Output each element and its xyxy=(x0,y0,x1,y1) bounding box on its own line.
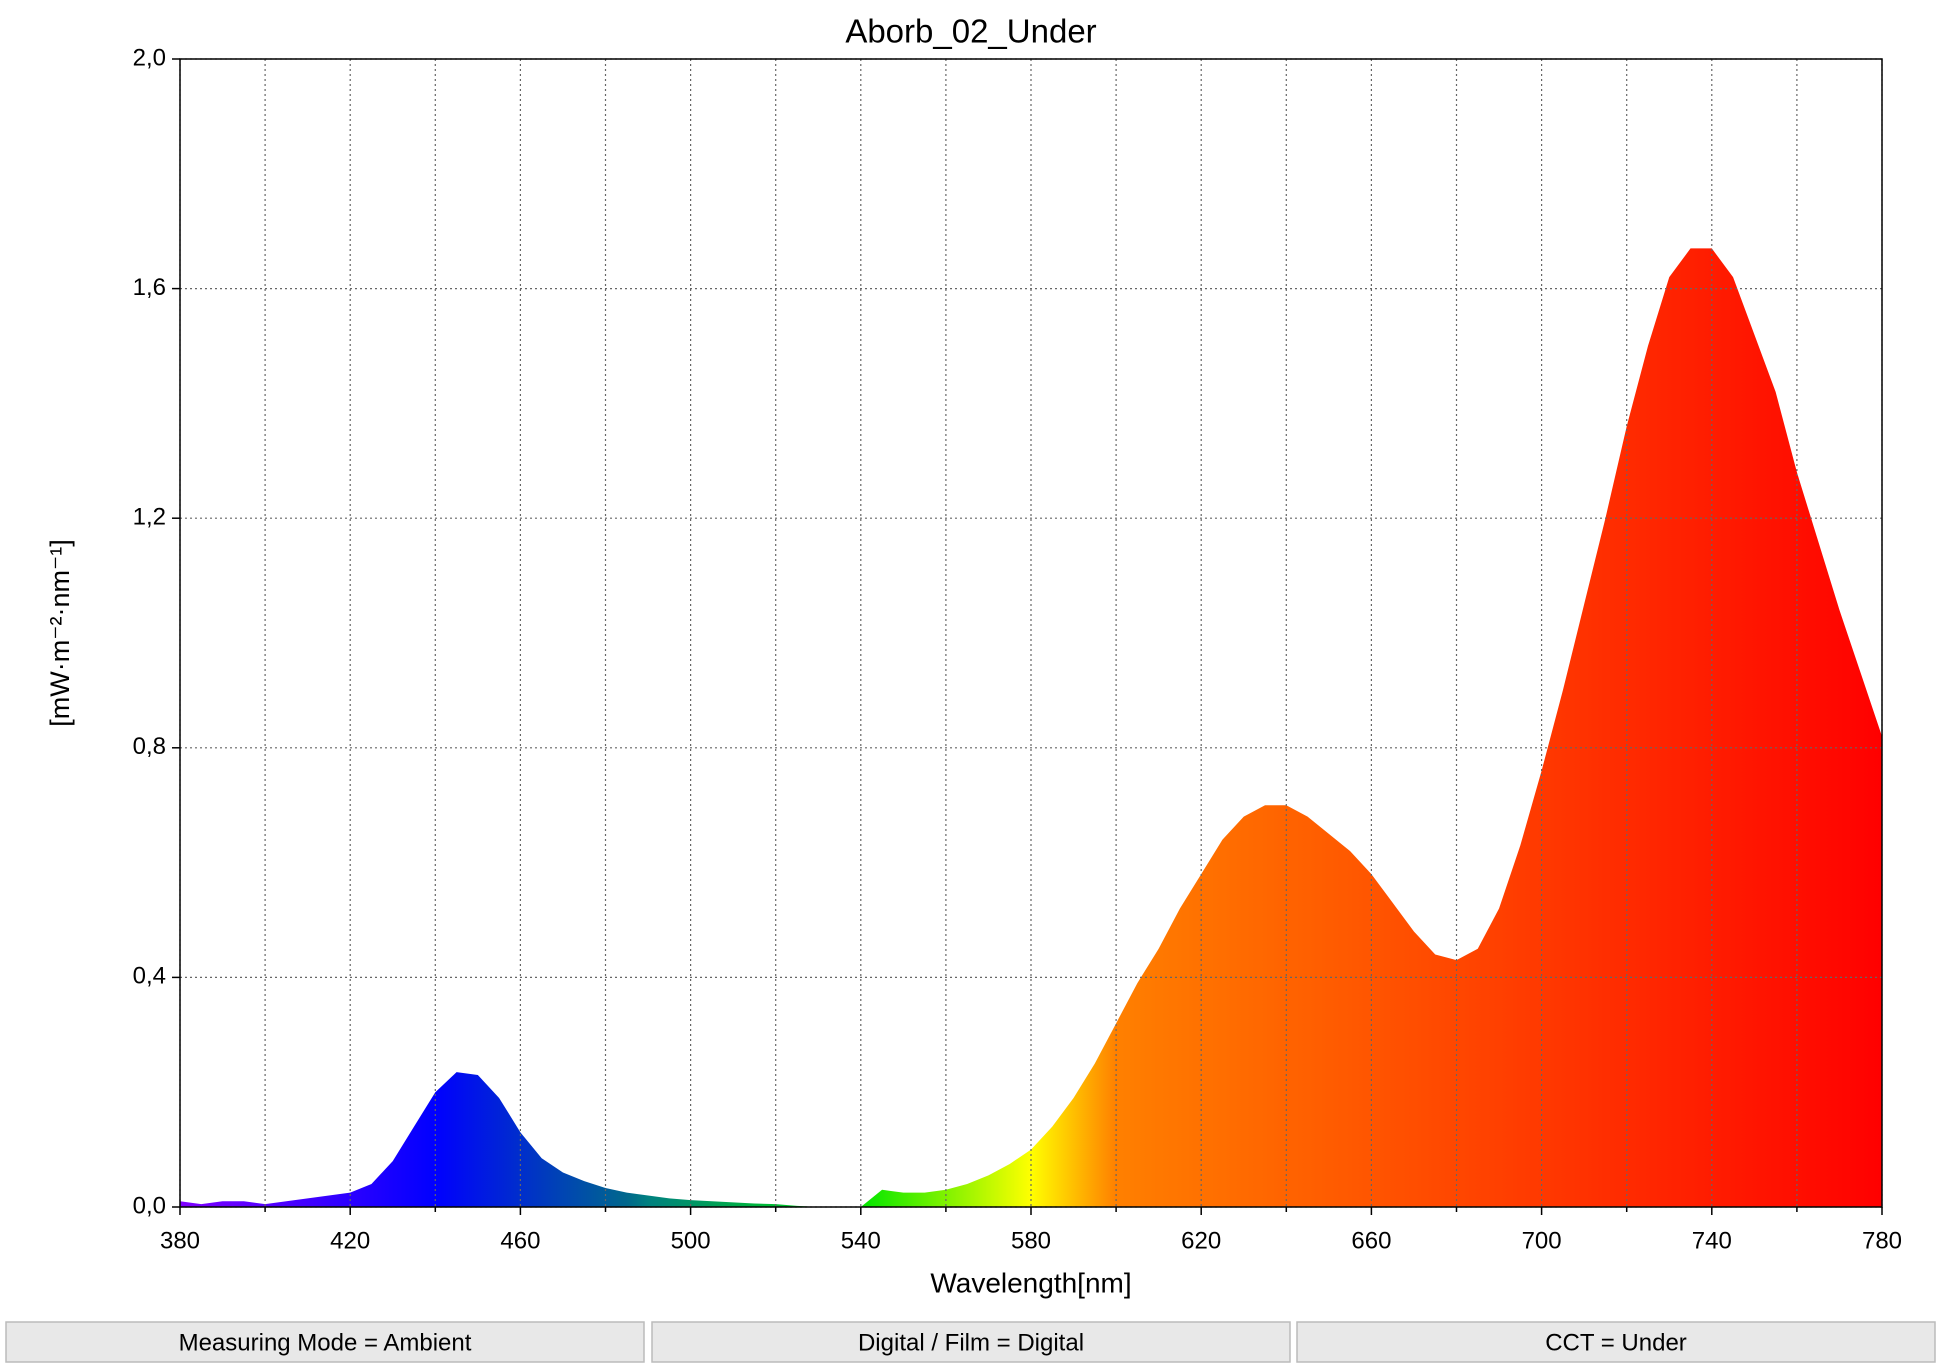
y-tick-label: 0,4 xyxy=(133,963,166,990)
plot-area xyxy=(179,58,1883,1208)
y-tick-label: 0,0 xyxy=(133,1192,166,1219)
x-tick-label: 620 xyxy=(1181,1227,1221,1254)
y-tick-label: 1,2 xyxy=(133,504,166,531)
x-tick-label: 660 xyxy=(1351,1227,1391,1254)
status-text: Digital / Film = Digital xyxy=(858,1329,1084,1356)
x-tick-label: 380 xyxy=(160,1227,200,1254)
y-axis-title: [mW·m⁻²·nm⁻¹] xyxy=(45,539,75,726)
x-tick-label: 740 xyxy=(1692,1227,1732,1254)
x-tick-label: 700 xyxy=(1522,1227,1562,1254)
x-tick-label: 460 xyxy=(500,1227,540,1254)
chart-title: Aborb_02_Under xyxy=(845,13,1096,50)
x-tick-label: 580 xyxy=(1011,1227,1051,1254)
y-tick-label: 0,8 xyxy=(133,733,166,760)
status-box xyxy=(651,1321,1291,1363)
status-box xyxy=(1296,1321,1936,1363)
x-tick-label: 540 xyxy=(841,1227,881,1254)
status-text: CCT = Under xyxy=(1545,1329,1687,1356)
x-tick-label: 420 xyxy=(330,1227,370,1254)
status-text: Measuring Mode = Ambient xyxy=(179,1329,472,1356)
x-tick-label: 780 xyxy=(1862,1227,1902,1254)
y-tick-label: 1,6 xyxy=(133,274,166,301)
y-tick-label: 2,0 xyxy=(133,44,166,71)
x-tick-label: 500 xyxy=(671,1227,711,1254)
status-box xyxy=(5,1321,645,1363)
x-axis-title: Wavelength[nm] xyxy=(930,1267,1131,1298)
spectrum-area xyxy=(180,248,1882,1208)
